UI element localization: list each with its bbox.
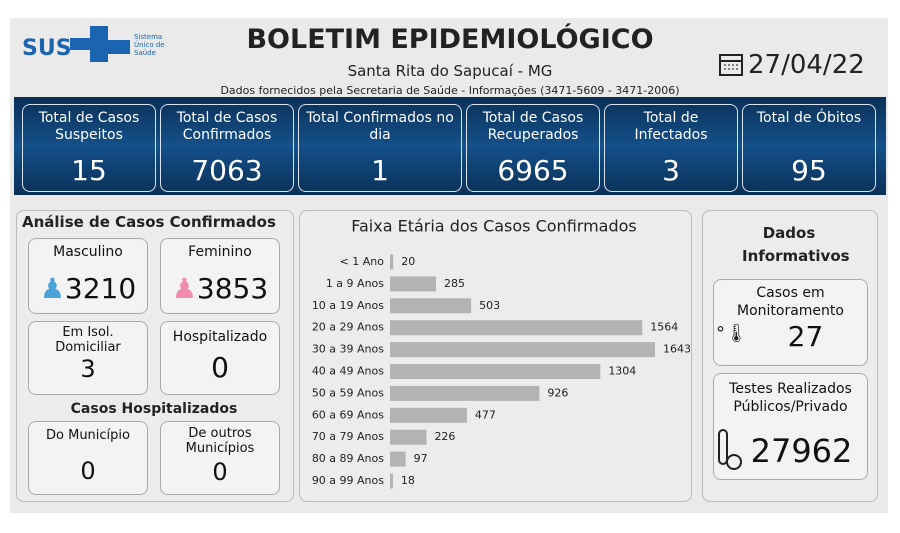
label: Masculino — [53, 244, 123, 260]
female-value: 3853 — [196, 272, 269, 305]
isolation-box: Em Isol. Domiciliar 3 — [28, 321, 148, 395]
logo: SUS — [22, 36, 72, 61]
hospitalized-box: Hospitalizado 0 — [160, 321, 280, 395]
label: Testes Realizados Públicos/Privado — [729, 381, 852, 415]
male-value: 3210 — [64, 272, 137, 305]
label: Hospitalizado — [172, 329, 268, 345]
calendar-icon — [719, 54, 743, 76]
logo-sub: Sistema Único de Saúde — [134, 33, 165, 57]
category-label: 90 a 99 Anos — [312, 474, 384, 487]
value-label: 226 — [434, 430, 455, 443]
card-value: 7063 — [191, 154, 263, 187]
category-label: 40 a 49 Anos — [312, 365, 384, 378]
value: 27962 — [750, 432, 853, 470]
stat-card: Total de Óbitos 95 — [742, 104, 876, 192]
municipality-box: Do Município 0 — [28, 421, 148, 495]
value-label: 1564 — [650, 321, 678, 334]
bar — [390, 320, 643, 336]
stat-card: Total de Infectados 3 — [604, 104, 738, 192]
value-label: 97 — [414, 452, 428, 465]
value: 27 — [787, 320, 824, 353]
bar — [390, 342, 655, 358]
value: ♟3210 — [39, 272, 137, 305]
value-label: 503 — [479, 299, 500, 312]
logo-cross — [70, 26, 130, 62]
category-label: 1 a 9 Anos — [326, 277, 384, 290]
label: De outros Municípios — [185, 426, 255, 456]
monitoring-box: Casos em Monitoramento 27 — [713, 279, 868, 366]
category-label: 60 a 69 Anos — [312, 408, 384, 421]
card-label: Total de Casos Confirmados — [176, 110, 278, 143]
category-label: 80 a 89 Anos — [312, 452, 384, 465]
cards-band — [14, 97, 886, 195]
stat-card: Total de Casos Recuperados 6965 — [466, 104, 600, 192]
value-label: 20 — [401, 255, 415, 268]
card-value: 95 — [791, 154, 827, 187]
category-label: < 1 Ano — [340, 255, 385, 268]
category-label: 20 a 29 Anos — [312, 321, 384, 334]
other-box: De outros Municípios 0 — [160, 421, 280, 495]
male-box: Masculino ♟3210 — [28, 238, 148, 314]
info-title: Dados Informativos — [742, 224, 850, 265]
bar — [390, 385, 540, 401]
category-label: 10 a 19 Anos — [312, 299, 384, 312]
label: Feminino — [188, 244, 252, 260]
bar — [390, 407, 467, 423]
title: BOLETIM EPIDEMIOLÓGICO — [246, 24, 654, 55]
subtitle: Santa Rita do Sapucaí - MG — [347, 62, 553, 80]
value: ♟3853 — [171, 272, 269, 305]
hosp-title: Casos Hospitalizados — [70, 401, 238, 417]
value-label: 1643 — [663, 343, 690, 356]
source: Dados fornecidos pela Secretaria de Saúd… — [220, 84, 680, 97]
bar — [390, 276, 436, 292]
test-tube-icon — [718, 429, 742, 470]
value-label: 18 — [401, 474, 415, 487]
date: 27/04/22 — [748, 50, 865, 80]
card-label: Total de Infectados — [634, 110, 708, 143]
value: 3 — [80, 355, 96, 383]
card-label: Total de Casos Suspeitos — [38, 110, 140, 143]
value: 0 — [80, 457, 96, 485]
card-label: Total Confirmados no dia — [306, 110, 454, 143]
bar — [390, 473, 393, 489]
card-label: Total de Casos Recuperados — [482, 110, 584, 143]
value-label: 285 — [444, 277, 465, 290]
value: 0 — [211, 351, 229, 384]
category-label: 30 a 39 Anos — [312, 343, 384, 356]
bar — [390, 451, 406, 467]
bar — [390, 298, 472, 314]
age-chart: Faixa Etária dos Casos Confirmados < 1 A… — [312, 217, 690, 489]
value: 0 — [212, 458, 228, 486]
chart-title: Faixa Etária dos Casos Confirmados — [351, 217, 636, 236]
stat-card: Total Confirmados no dia 1 — [298, 104, 462, 192]
category-label: 70 a 79 Anos — [312, 430, 384, 443]
stat-card: Total de Casos Confirmados 7063 — [160, 104, 294, 192]
label: Em Isol. Domiciliar — [55, 325, 121, 355]
card-value: 15 — [71, 154, 107, 187]
bar — [390, 254, 394, 270]
bar — [390, 364, 601, 379]
card-label: Total de Óbitos — [756, 110, 862, 126]
female-box: Feminino ♟3853 — [160, 238, 280, 314]
thermometer-icon: °🌡 — [716, 323, 748, 344]
value-label: 926 — [547, 386, 568, 399]
value-label: 1304 — [608, 365, 636, 378]
value-label: 477 — [475, 408, 496, 421]
card-value: 6965 — [497, 154, 569, 187]
analysis-title: Análise de Casos Confirmados — [22, 213, 276, 231]
card-value: 1 — [371, 154, 389, 187]
label: Casos em Monitoramento — [737, 285, 844, 319]
label: Do Município — [46, 428, 130, 443]
stat-card: Total de Casos Suspeitos 15 — [22, 104, 156, 192]
tests-box: Testes Realizados Públicos/Privado 27962 — [713, 373, 868, 480]
card-value: 3 — [662, 154, 680, 187]
category-label: 50 a 59 Anos — [312, 386, 384, 399]
bar — [390, 429, 427, 445]
